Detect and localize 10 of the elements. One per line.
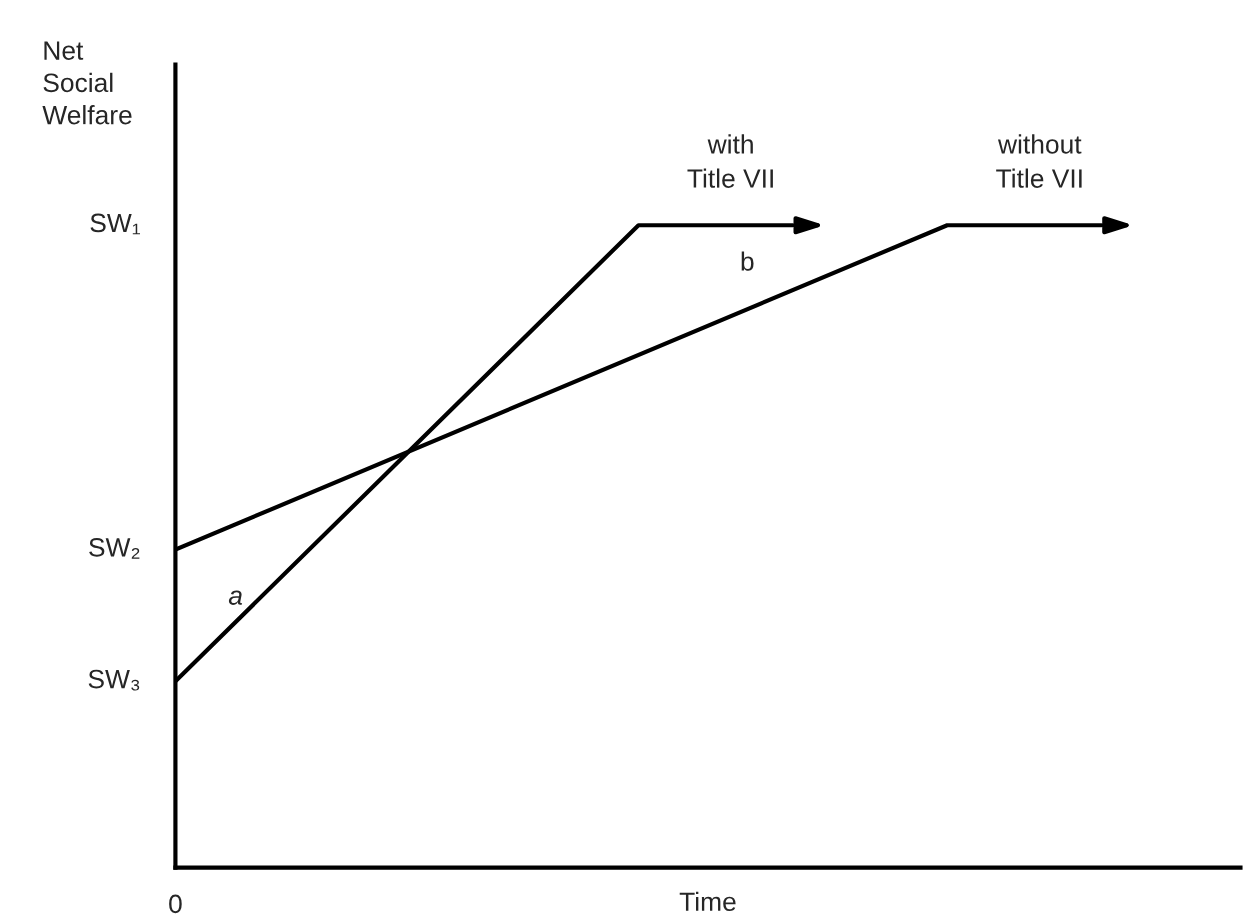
annotation: SW₁ (90, 213, 141, 235)
x-axis-title: Time (679, 891, 736, 912)
series-label: without Title VII (996, 134, 1082, 188)
annotation: SW₂ (89, 538, 140, 559)
annotation: SW₃ (88, 669, 140, 691)
text: 0 (169, 894, 182, 914)
series-label: with Title VII (687, 134, 773, 188)
y-axis-title: Net Social Welfare (42, 41, 132, 125)
annotation: a (228, 590, 243, 605)
annotation: b (741, 251, 754, 271)
